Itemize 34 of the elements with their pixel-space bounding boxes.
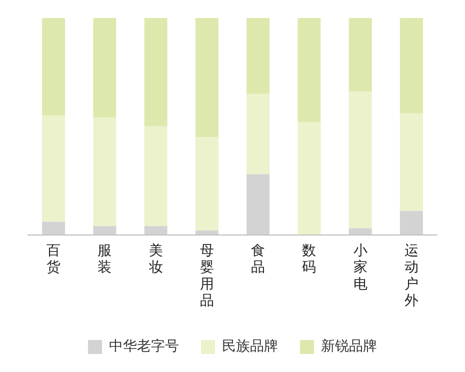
x-tick-label: 美妆 [148,242,163,276]
bar [400,113,423,211]
bar [400,18,423,114]
bar [298,122,321,235]
x-tick-label: 小家电 [353,242,368,292]
x-tick-label: 母婴用品 [200,242,214,310]
bar [246,94,270,174]
bar [93,18,116,118]
bar [42,222,66,235]
bar [93,226,116,235]
bar [195,18,218,138]
x-tick-label: 服装 [98,242,112,276]
x-tick-label: 食品 [251,242,266,276]
legend-label: 中华老字号 [109,338,179,355]
bar [195,230,218,235]
bar [93,118,116,226]
legend-label: 民族品牌 [222,338,278,355]
x-tick-label: 运动户外 [404,242,418,310]
x-tick-label: 数码 [302,242,316,276]
bar [246,174,270,235]
bar [348,18,372,92]
bar [348,92,372,228]
bar [298,18,321,122]
bar [195,137,218,230]
bar [42,116,66,222]
bar [42,18,66,116]
bar [348,228,372,235]
bar [144,18,168,126]
bar [246,18,270,94]
x-tick-label: 百货 [46,242,61,276]
bar [144,226,168,235]
bar [144,126,168,226]
legend-label: 新锐品牌 [321,338,377,355]
bar [400,210,423,235]
